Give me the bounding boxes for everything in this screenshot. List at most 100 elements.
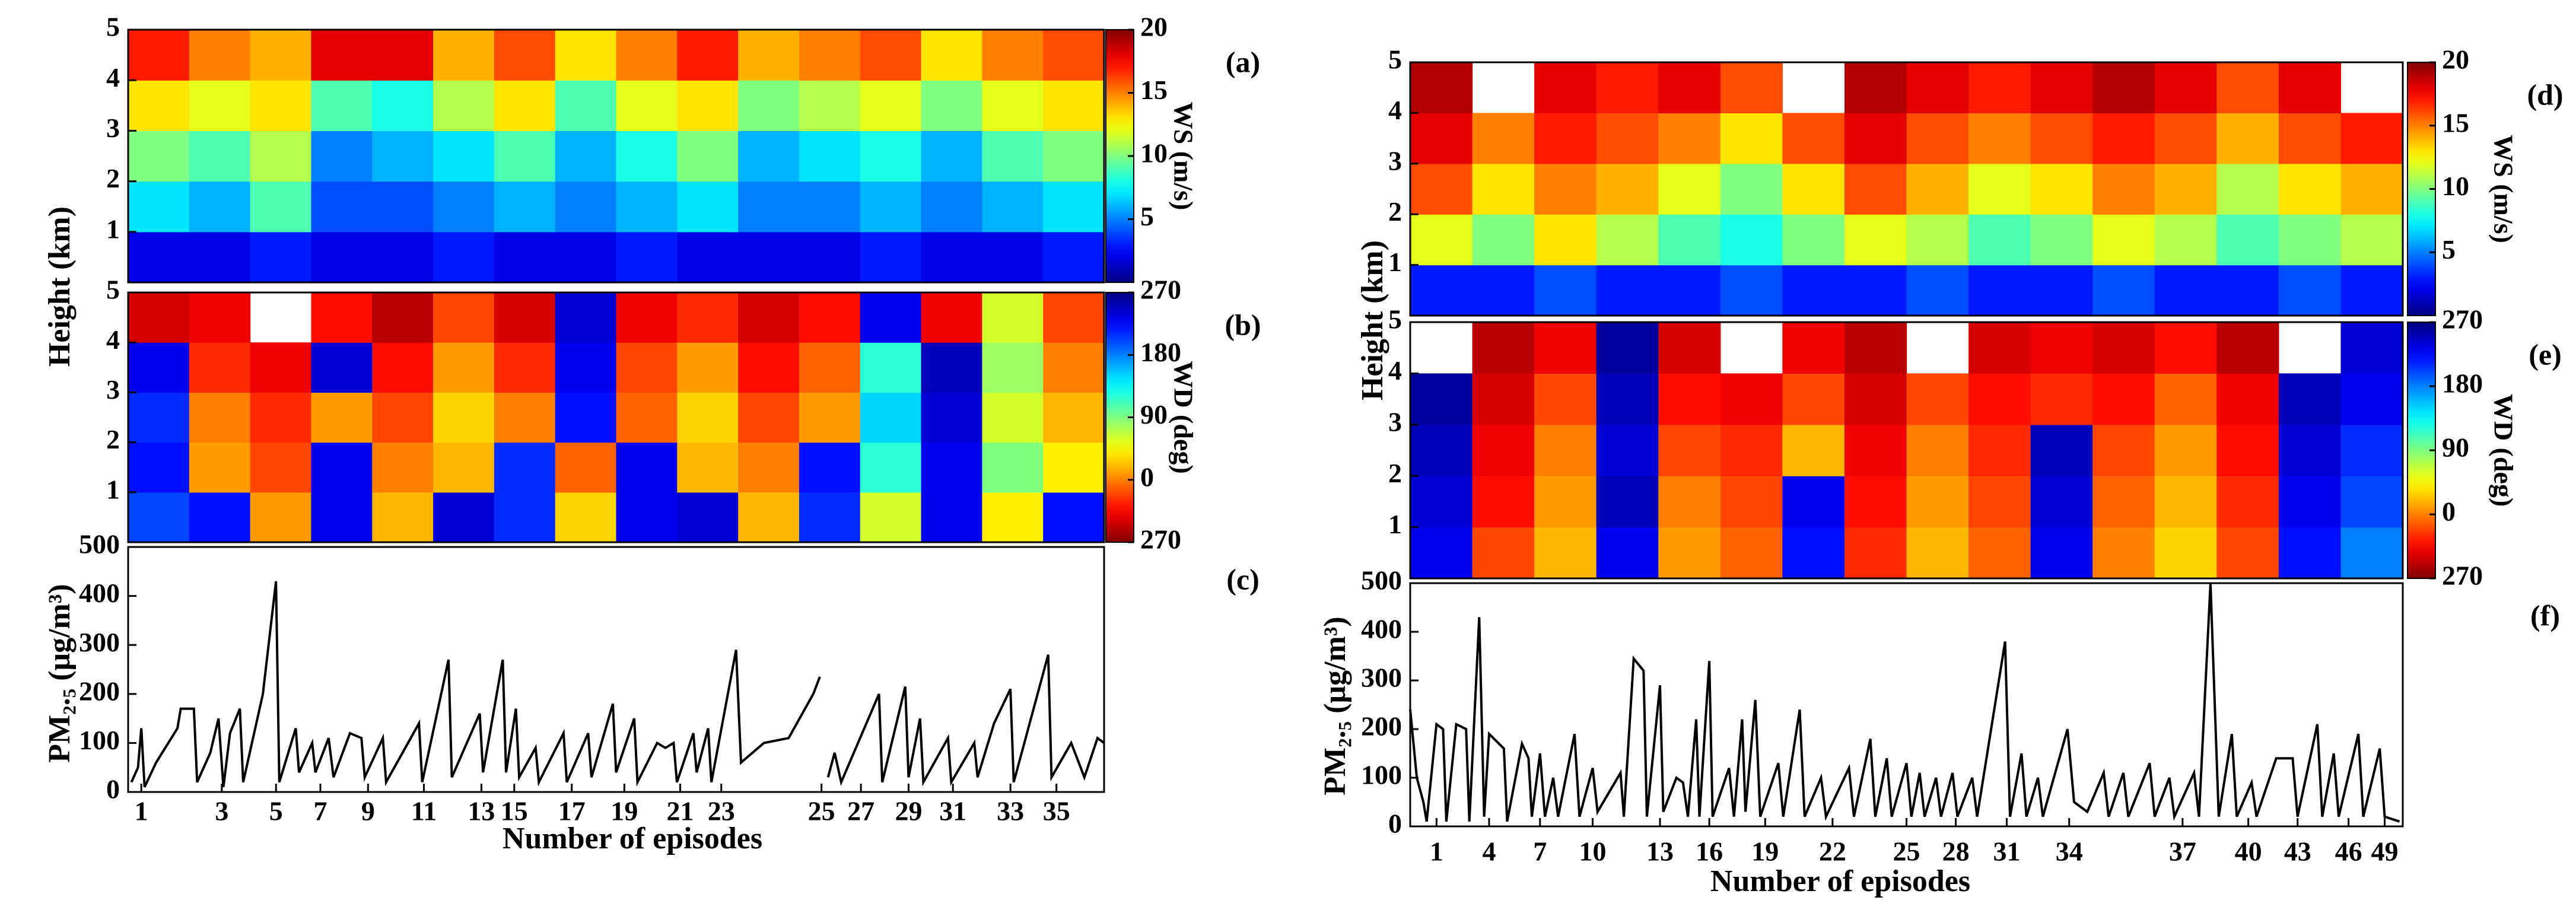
heat-cell bbox=[372, 442, 434, 493]
heat-cell bbox=[555, 231, 617, 283]
heat-cell bbox=[2030, 527, 2093, 579]
heat-cell bbox=[2154, 214, 2217, 266]
x-tick-label: 49 bbox=[2371, 836, 2399, 867]
heat-cell bbox=[2216, 163, 2279, 215]
heat-cell bbox=[1720, 527, 1783, 579]
heat-cell bbox=[799, 131, 861, 182]
heat-cell bbox=[738, 231, 800, 283]
heat-cell bbox=[1968, 424, 2031, 476]
heat-cell bbox=[189, 30, 251, 81]
y-tick-label: 100 bbox=[79, 725, 120, 755]
heat-cell bbox=[2030, 265, 2093, 316]
x-tick-label: 19 bbox=[1751, 836, 1779, 867]
heat-cell bbox=[921, 181, 982, 233]
heat-cell bbox=[799, 231, 861, 283]
heat-cell bbox=[2030, 163, 2093, 215]
heat-cell bbox=[860, 181, 922, 233]
heat-cell bbox=[2092, 265, 2155, 316]
heat-cell bbox=[2092, 424, 2155, 476]
heat-cell bbox=[311, 392, 373, 443]
heat-cell bbox=[433, 342, 495, 393]
heat-cell bbox=[1906, 113, 1969, 164]
heat-cell bbox=[2340, 476, 2403, 528]
heat-cell bbox=[921, 342, 982, 393]
heat-cell bbox=[1658, 527, 1721, 579]
heat-cell bbox=[1968, 214, 2031, 266]
colorbar-tick-label: 270 bbox=[2442, 304, 2483, 335]
heat-cell bbox=[311, 131, 373, 182]
x-tick-label: 28 bbox=[1942, 836, 1970, 867]
colorbar-tick-label: 180 bbox=[1140, 337, 1181, 367]
heat-cell bbox=[921, 492, 982, 543]
heat-cell bbox=[2154, 476, 2217, 528]
y-tick-label: 300 bbox=[79, 627, 120, 657]
heat-cell bbox=[433, 492, 495, 543]
heat-cell bbox=[1844, 214, 1907, 266]
heat-cell bbox=[860, 392, 922, 443]
heat-cell bbox=[1043, 442, 1105, 493]
y-tick-label: 400 bbox=[79, 578, 120, 608]
heat-cell bbox=[1043, 492, 1105, 543]
colorbar-tick-label: 15 bbox=[1140, 75, 1168, 105]
heat-cell bbox=[982, 492, 1044, 543]
heat-cell bbox=[250, 342, 312, 393]
heat-cell bbox=[1534, 62, 1597, 113]
heat-cell bbox=[250, 181, 312, 233]
heat-cell bbox=[677, 131, 739, 182]
heat-cell bbox=[1043, 131, 1105, 182]
heat-cell bbox=[616, 231, 678, 283]
heat-cell bbox=[860, 80, 922, 131]
heat-cell bbox=[2340, 113, 2403, 164]
heat-cell bbox=[2216, 527, 2279, 579]
heat-cell bbox=[738, 80, 800, 131]
heat-cell bbox=[2030, 113, 2093, 164]
x-tick-label: 27 bbox=[847, 796, 874, 826]
y-tick-label: 1 bbox=[106, 214, 120, 244]
y-tick-label: 4 bbox=[1388, 355, 1402, 386]
y-tick-label: 100 bbox=[1361, 760, 1402, 790]
panel-label: (d) bbox=[2527, 78, 2563, 111]
heat-cell bbox=[2154, 163, 2217, 215]
heat-cell bbox=[189, 231, 251, 283]
heat-cell bbox=[982, 292, 1044, 343]
colorbar-tick-label: 20 bbox=[1140, 12, 1168, 42]
heat-cell bbox=[2092, 322, 2155, 374]
heat-cell bbox=[1968, 163, 2031, 215]
heat-cell bbox=[2030, 424, 2093, 476]
heat-cell bbox=[1534, 163, 1597, 215]
heat-cell bbox=[433, 231, 495, 283]
x-tick-label: 13 bbox=[468, 796, 495, 826]
heat-cell bbox=[2092, 163, 2155, 215]
heat-cell bbox=[1658, 322, 1721, 374]
heat-cell bbox=[555, 392, 617, 443]
heat-cell bbox=[1043, 292, 1105, 343]
heat-cell bbox=[2154, 373, 2217, 425]
heat-cell bbox=[2278, 424, 2342, 476]
heat-cell bbox=[1534, 113, 1597, 164]
x-axis-label: Number of episodes bbox=[503, 822, 762, 855]
heat-cell bbox=[738, 442, 800, 493]
heat-cell bbox=[677, 292, 739, 343]
heat-cell bbox=[494, 80, 556, 131]
heat-cell bbox=[1658, 476, 1721, 528]
heat-cell bbox=[677, 80, 739, 131]
colorbar-tick-label: 270 bbox=[2442, 561, 2483, 591]
heat-cell bbox=[189, 80, 251, 131]
heat-cell bbox=[1534, 527, 1597, 579]
heat-cell bbox=[433, 181, 495, 233]
x-tick-label: 25 bbox=[808, 796, 835, 826]
x-tick-label: 11 bbox=[411, 796, 437, 826]
heat-cell bbox=[2154, 113, 2217, 164]
y-tick-label: 3 bbox=[106, 113, 120, 143]
heat-cell bbox=[1782, 214, 1845, 266]
heat-cell bbox=[189, 342, 251, 393]
heat-cell bbox=[799, 292, 861, 343]
y-tick-label: 4 bbox=[1388, 95, 1402, 125]
heat-cell bbox=[1534, 476, 1597, 528]
heat-cell bbox=[250, 30, 312, 81]
panel-frame bbox=[127, 291, 1105, 543]
heat-cell bbox=[128, 80, 190, 131]
heat-cell bbox=[860, 292, 922, 343]
y-axis-label: Height (km) bbox=[1356, 240, 1389, 400]
heat-cell bbox=[677, 181, 739, 233]
